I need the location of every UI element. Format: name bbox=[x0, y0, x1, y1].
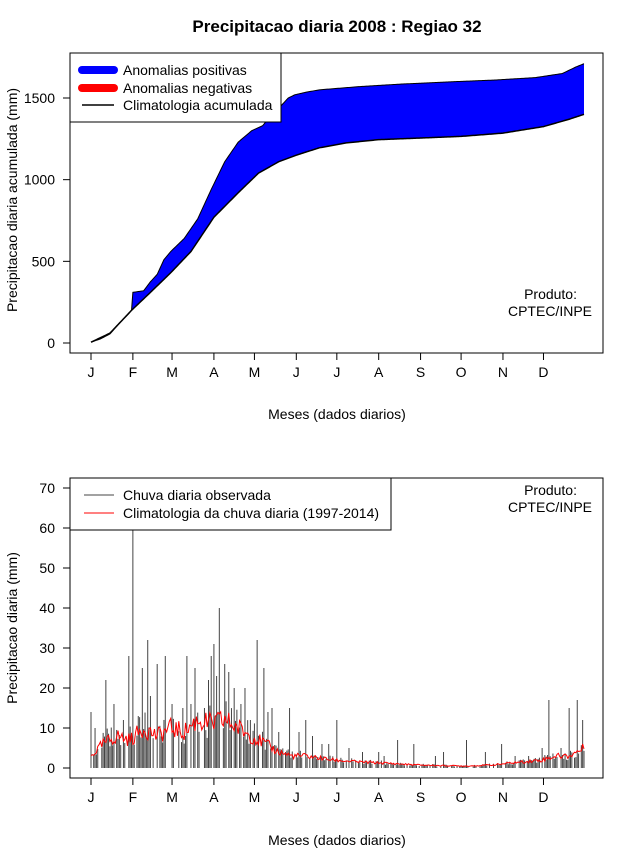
climatology-cumulative-line bbox=[90, 113, 585, 343]
y-tick-label: 10 bbox=[39, 720, 55, 736]
y-tick-label: 500 bbox=[32, 253, 56, 269]
daily-plot-area bbox=[90, 528, 585, 768]
x-tick-label: A bbox=[374, 364, 384, 380]
x-tick-label: J bbox=[293, 789, 300, 805]
x-tick-label: F bbox=[129, 364, 138, 380]
cumulative-y-axis: 0 500 1000 1500 bbox=[24, 90, 71, 351]
legend-label-climatology: Climatologia acumulada bbox=[123, 97, 273, 113]
x-tick-label: S bbox=[416, 364, 425, 380]
x-tick-label: J bbox=[333, 364, 340, 380]
x-tick-label: M bbox=[166, 364, 178, 380]
daily-legend: Chuva diaria observada Climatologia da c… bbox=[69, 477, 392, 531]
product-label2-line2: CPTEC/INPE bbox=[508, 499, 592, 515]
y-tick-label: 1000 bbox=[24, 172, 55, 188]
cumulative-y-axis-label: Precipitacao diaria acumulada (mm) bbox=[4, 88, 20, 312]
x-tick-label: F bbox=[129, 789, 138, 805]
y-tick-label: 1500 bbox=[24, 90, 55, 106]
daily-x-axis-label: Meses (dados diarios) bbox=[268, 832, 406, 848]
y-tick-label: 30 bbox=[39, 640, 55, 656]
x-tick-label: O bbox=[456, 364, 467, 380]
x-tick-label: J bbox=[88, 364, 95, 380]
legend-label-observed: Chuva diaria observada bbox=[123, 487, 271, 503]
x-tick-label: D bbox=[538, 789, 548, 805]
cumulative-plot-area bbox=[90, 63, 585, 343]
chart-title: Precipitacao diaria 2008 : Regiao 32 bbox=[192, 17, 481, 36]
legend-label-negative: Anomalias negativas bbox=[123, 80, 252, 96]
daily-y-axis-label: Precipitacao diaria (mm) bbox=[4, 552, 20, 704]
daily-y-axis: 0 10 20 30 40 50 60 70 bbox=[39, 480, 71, 776]
x-tick-label: N bbox=[498, 789, 508, 805]
x-tick-label: J bbox=[88, 789, 95, 805]
positive-anomaly-area bbox=[91, 63, 584, 343]
x-tick-label: J bbox=[333, 789, 340, 805]
y-tick-label: 60 bbox=[39, 520, 55, 536]
x-tick-label: A bbox=[209, 789, 219, 805]
y-tick-label: 0 bbox=[47, 760, 55, 776]
x-tick-label: M bbox=[249, 789, 261, 805]
x-tick-label: S bbox=[416, 789, 425, 805]
observed-cumulative-line bbox=[90, 63, 585, 343]
cumulative-x-axis-label: Meses (dados diarios) bbox=[268, 406, 406, 422]
product-label2-line1: Produto: bbox=[524, 482, 577, 498]
x-tick-label: N bbox=[498, 364, 508, 380]
cumulative-legend: Anomalias positivas Anomalias negativas … bbox=[69, 52, 282, 123]
x-tick-label: A bbox=[374, 789, 384, 805]
x-tick-label: M bbox=[249, 364, 261, 380]
y-tick-label: 20 bbox=[39, 680, 55, 696]
daily-climatology-line bbox=[90, 710, 585, 767]
product-label-line1: Produto: bbox=[524, 286, 577, 302]
product-label-line2: CPTEC/INPE bbox=[508, 303, 592, 319]
daily-legend-box bbox=[69, 477, 392, 531]
x-tick-label: O bbox=[456, 789, 467, 805]
x-tick-label: D bbox=[538, 364, 548, 380]
x-tick-label: A bbox=[209, 364, 219, 380]
y-tick-label: 0 bbox=[47, 335, 55, 351]
y-tick-label: 70 bbox=[39, 480, 55, 496]
x-tick-label: M bbox=[166, 789, 178, 805]
legend-label-positive: Anomalias positivas bbox=[123, 62, 247, 78]
y-tick-label: 40 bbox=[39, 600, 55, 616]
y-tick-label: 50 bbox=[39, 560, 55, 576]
x-tick-label: J bbox=[293, 364, 300, 380]
legend-label-daily-climatology: Climatologia da chuva diaria (1997-2014) bbox=[123, 505, 379, 521]
